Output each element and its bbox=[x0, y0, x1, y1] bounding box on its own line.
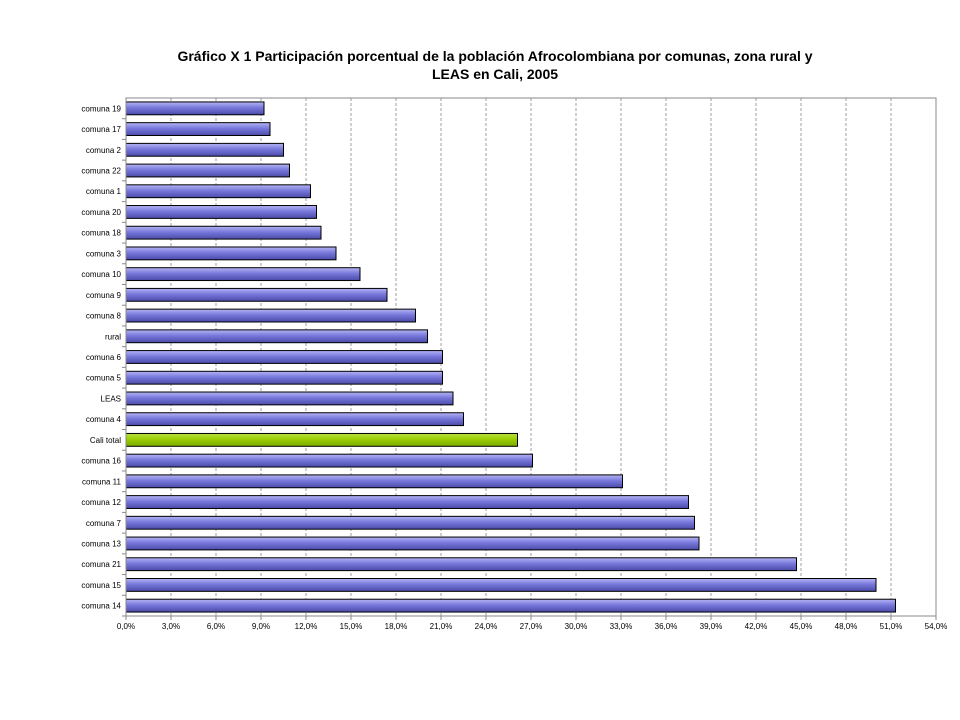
bars bbox=[125, 101, 896, 613]
chart-title-line-2: LEAS en Cali, 2005 bbox=[431, 66, 559, 82]
bar bbox=[125, 246, 337, 261]
category-label: comuna 7 bbox=[86, 519, 122, 528]
bar bbox=[125, 495, 689, 509]
category-label: comuna 18 bbox=[81, 229, 121, 238]
x-tick-label: 0,0% bbox=[117, 622, 135, 631]
category-label: comuna 2 bbox=[86, 146, 122, 155]
x-tick-label: 3,0% bbox=[162, 622, 180, 631]
category-label: comuna 17 bbox=[81, 125, 121, 134]
x-tick-label: 45,0% bbox=[790, 622, 813, 631]
bar bbox=[125, 515, 695, 530]
category-label: comuna 12 bbox=[81, 498, 121, 507]
bar bbox=[125, 536, 700, 551]
x-tick-label: 24,0% bbox=[475, 622, 498, 631]
category-label: comuna 20 bbox=[81, 208, 121, 217]
bar bbox=[125, 308, 416, 323]
category-labels: comuna 19 comuna 17 comuna 2 comuna 22 comun… bbox=[81, 104, 121, 610]
bar bbox=[125, 557, 797, 572]
category-label: comuna 5 bbox=[86, 374, 122, 383]
x-tick-label: 39,0% bbox=[700, 622, 723, 631]
x-tick-label: 51,0% bbox=[880, 622, 903, 631]
x-tick-label: 30,0% bbox=[565, 622, 588, 631]
category-label: comuna 13 bbox=[81, 539, 121, 548]
x-tick-label: 42,0% bbox=[745, 622, 768, 631]
bar bbox=[125, 412, 464, 427]
bar bbox=[125, 142, 284, 157]
chart-title-line-1: Gráfico X 1 Participación porcentual de … bbox=[177, 48, 813, 64]
bar bbox=[125, 101, 265, 116]
bar bbox=[125, 122, 271, 137]
bar bbox=[125, 598, 896, 613]
bar-highlight bbox=[125, 432, 518, 447]
x-tick-label: 27,0% bbox=[520, 622, 543, 631]
bar bbox=[125, 163, 290, 178]
category-label: comuna 9 bbox=[86, 291, 122, 300]
bar bbox=[125, 391, 454, 406]
category-label: comuna 19 bbox=[81, 104, 121, 113]
bar bbox=[125, 453, 533, 468]
bar bbox=[125, 267, 361, 282]
bar bbox=[125, 184, 311, 199]
bar bbox=[125, 350, 443, 364]
plot-area-border bbox=[125, 97, 937, 617]
chart-title: Gráfico X 1 Participación porcentual de … bbox=[0, 47, 960, 83]
x-tick-label: 6,0% bbox=[207, 622, 225, 631]
category-label: comuna 1 bbox=[86, 187, 122, 196]
category-label: comuna 3 bbox=[86, 249, 122, 258]
x-tick-label: 21,0% bbox=[430, 622, 453, 631]
category-label: rural bbox=[105, 332, 121, 341]
x-tick-label: 48,0% bbox=[835, 622, 858, 631]
bar bbox=[125, 329, 428, 344]
bar bbox=[125, 225, 322, 240]
x-tick-labels: 0,0% 3,0% 6,0% 9,0% 12,0% 15,0% 18,0% 21,0% 24,0… bbox=[117, 622, 947, 631]
category-label: LEAS bbox=[101, 394, 121, 403]
bar bbox=[125, 287, 388, 302]
category-label: comuna 10 bbox=[81, 270, 121, 279]
x-tick-label: 54,0% bbox=[925, 622, 948, 631]
category-label: comuna 11 bbox=[82, 477, 122, 486]
category-label: comuna 6 bbox=[86, 353, 122, 362]
x-tick-label: 9,0% bbox=[252, 622, 270, 631]
category-label: comuna 8 bbox=[86, 312, 122, 321]
x-tick-label: 12,0% bbox=[295, 622, 318, 631]
bar bbox=[125, 474, 623, 489]
category-label: comuna 14 bbox=[81, 602, 121, 611]
x-tick-label: 33,0% bbox=[610, 622, 633, 631]
x-tick-label: 36,0% bbox=[655, 622, 678, 631]
x-tick-label: 15,0% bbox=[340, 622, 363, 631]
category-label: Cali total bbox=[90, 436, 121, 445]
category-label: comuna 22 bbox=[81, 167, 121, 176]
category-label: comuna 21 bbox=[81, 560, 121, 569]
category-label: comuna 16 bbox=[81, 457, 121, 466]
x-tick-label: 18,0% bbox=[385, 622, 408, 631]
bar bbox=[125, 370, 443, 385]
category-label: comuna 4 bbox=[86, 415, 122, 424]
category-label: comuna 15 bbox=[81, 581, 121, 590]
bar bbox=[125, 205, 317, 219]
bar bbox=[125, 577, 877, 592]
